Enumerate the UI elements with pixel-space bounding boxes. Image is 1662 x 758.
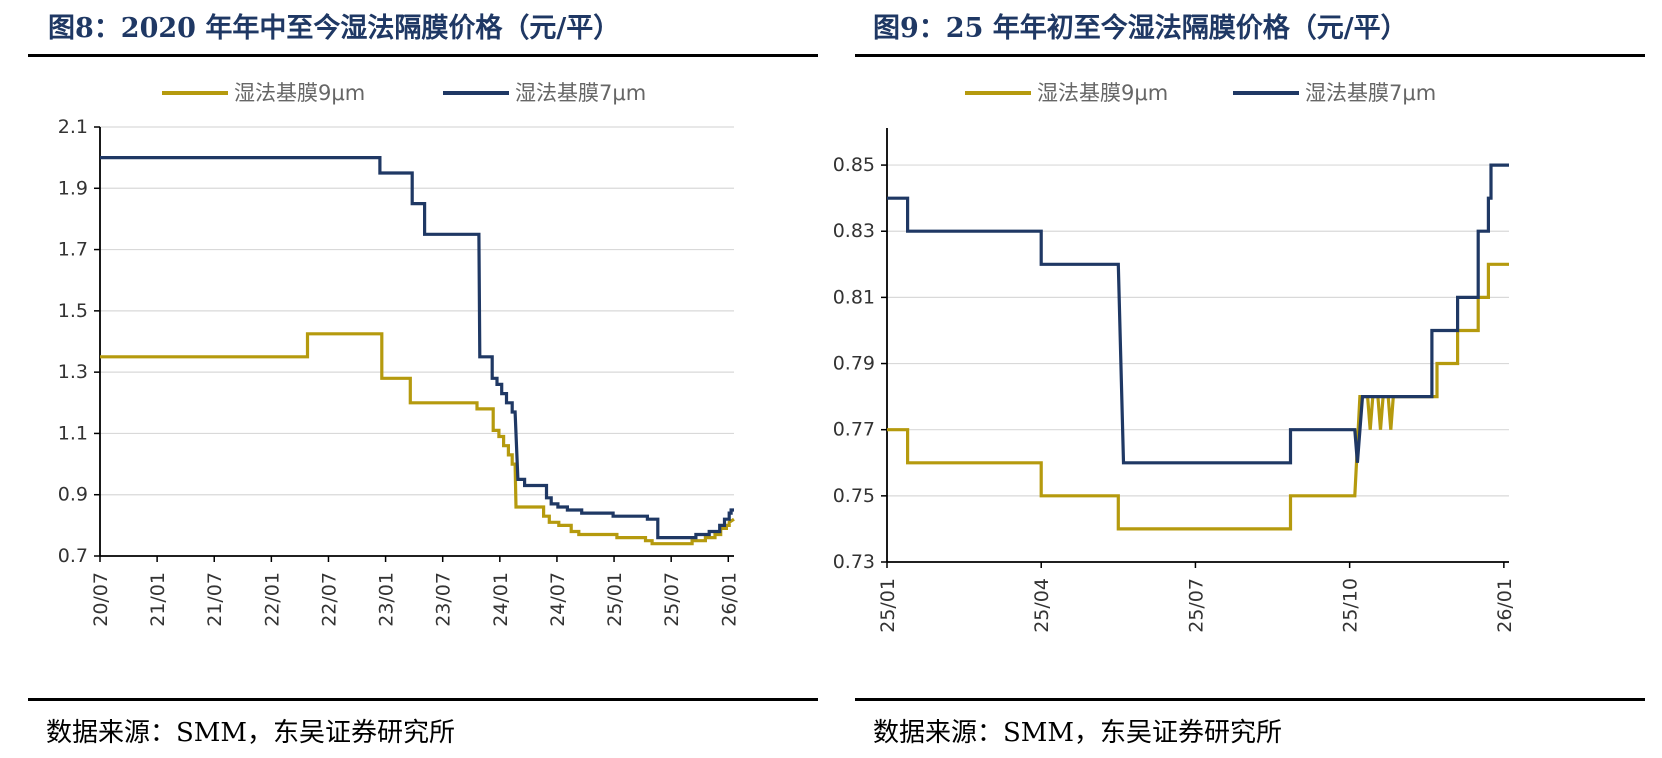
y-tick-label: 1.3: [58, 361, 88, 383]
y-tick-label: 0.75: [833, 485, 875, 507]
y-tick-label: 0.9: [58, 484, 88, 506]
y-tick-label: 0.7: [58, 545, 88, 567]
y-tick-label: 0.77: [833, 419, 875, 441]
x-tick-label: 25/07: [661, 572, 683, 627]
series-line-7um: [887, 163, 1509, 465]
x-tick-label: 24/07: [547, 572, 569, 627]
x-tick-label: 25/01: [877, 578, 899, 633]
y-tick-label: 0.81: [833, 286, 875, 308]
y-tick-label: 1.5: [58, 300, 88, 322]
x-tick-label: 26/01: [1494, 578, 1516, 633]
chart-title: 图9：25 年年初至今湿法隔膜价格（元/平）: [873, 13, 1408, 44]
y-tick-label: 0.85: [833, 154, 875, 176]
x-tick-label: 22/01: [261, 572, 283, 627]
y-tick-label: 1.7: [58, 239, 88, 261]
x-tick-label: 25/01: [604, 572, 626, 627]
series-line-7um: [100, 156, 734, 540]
x-tick-label: 25/04: [1031, 578, 1053, 633]
source-note: 数据来源：SMM，东吴证券研究所: [46, 718, 456, 748]
x-tick-label: 24/01: [490, 572, 512, 627]
source-note: 数据来源：SMM，东吴证券研究所: [873, 718, 1283, 748]
x-tick-label: 25/07: [1185, 578, 1207, 633]
x-tick-label: 23/07: [433, 572, 455, 627]
x-tick-label: 25/10: [1340, 578, 1362, 633]
y-tick-label: 1.1: [58, 422, 88, 444]
y-tick-label: 0.83: [833, 220, 875, 242]
x-tick-label: 23/01: [376, 572, 398, 627]
legend-label: 湿法基膜7μm: [1305, 81, 1436, 105]
top-rule: [28, 54, 818, 57]
series-line-9um: [100, 332, 735, 546]
y-tick-label: 0.79: [833, 353, 875, 375]
x-tick-label: 22/07: [318, 572, 340, 627]
line-chart-left: 0.7 0.9 1.1 1.3 1.5 1.7 1.9 2.1 20/07 21/01 21/07 2…: [58, 81, 741, 627]
bottom-rule: [855, 698, 1645, 701]
legend-label: 湿法基膜9μm: [234, 81, 365, 105]
top-rule: [855, 54, 1645, 57]
legend-label: 湿法基膜9μm: [1037, 81, 1168, 105]
line-chart-right: 0.73 0.75 0.77 0.79 0.81 0.83 0.85 25/01 25/04 25…: [833, 81, 1516, 633]
bottom-rule: [28, 698, 818, 701]
chart-title: 图8：2020 年年中至今湿法隔膜价格（元/平）: [48, 13, 621, 44]
x-tick-label: 21/07: [204, 572, 226, 627]
legend-label: 湿法基膜7μm: [515, 81, 646, 105]
x-tick-label: 20/07: [90, 572, 112, 627]
x-tick-label: 21/01: [147, 572, 169, 627]
x-tick-label: 26/01: [718, 572, 740, 627]
y-tick-label: 0.73: [833, 551, 875, 573]
y-tick-label: 1.9: [58, 177, 88, 199]
y-tick-label: 2.1: [58, 116, 88, 138]
